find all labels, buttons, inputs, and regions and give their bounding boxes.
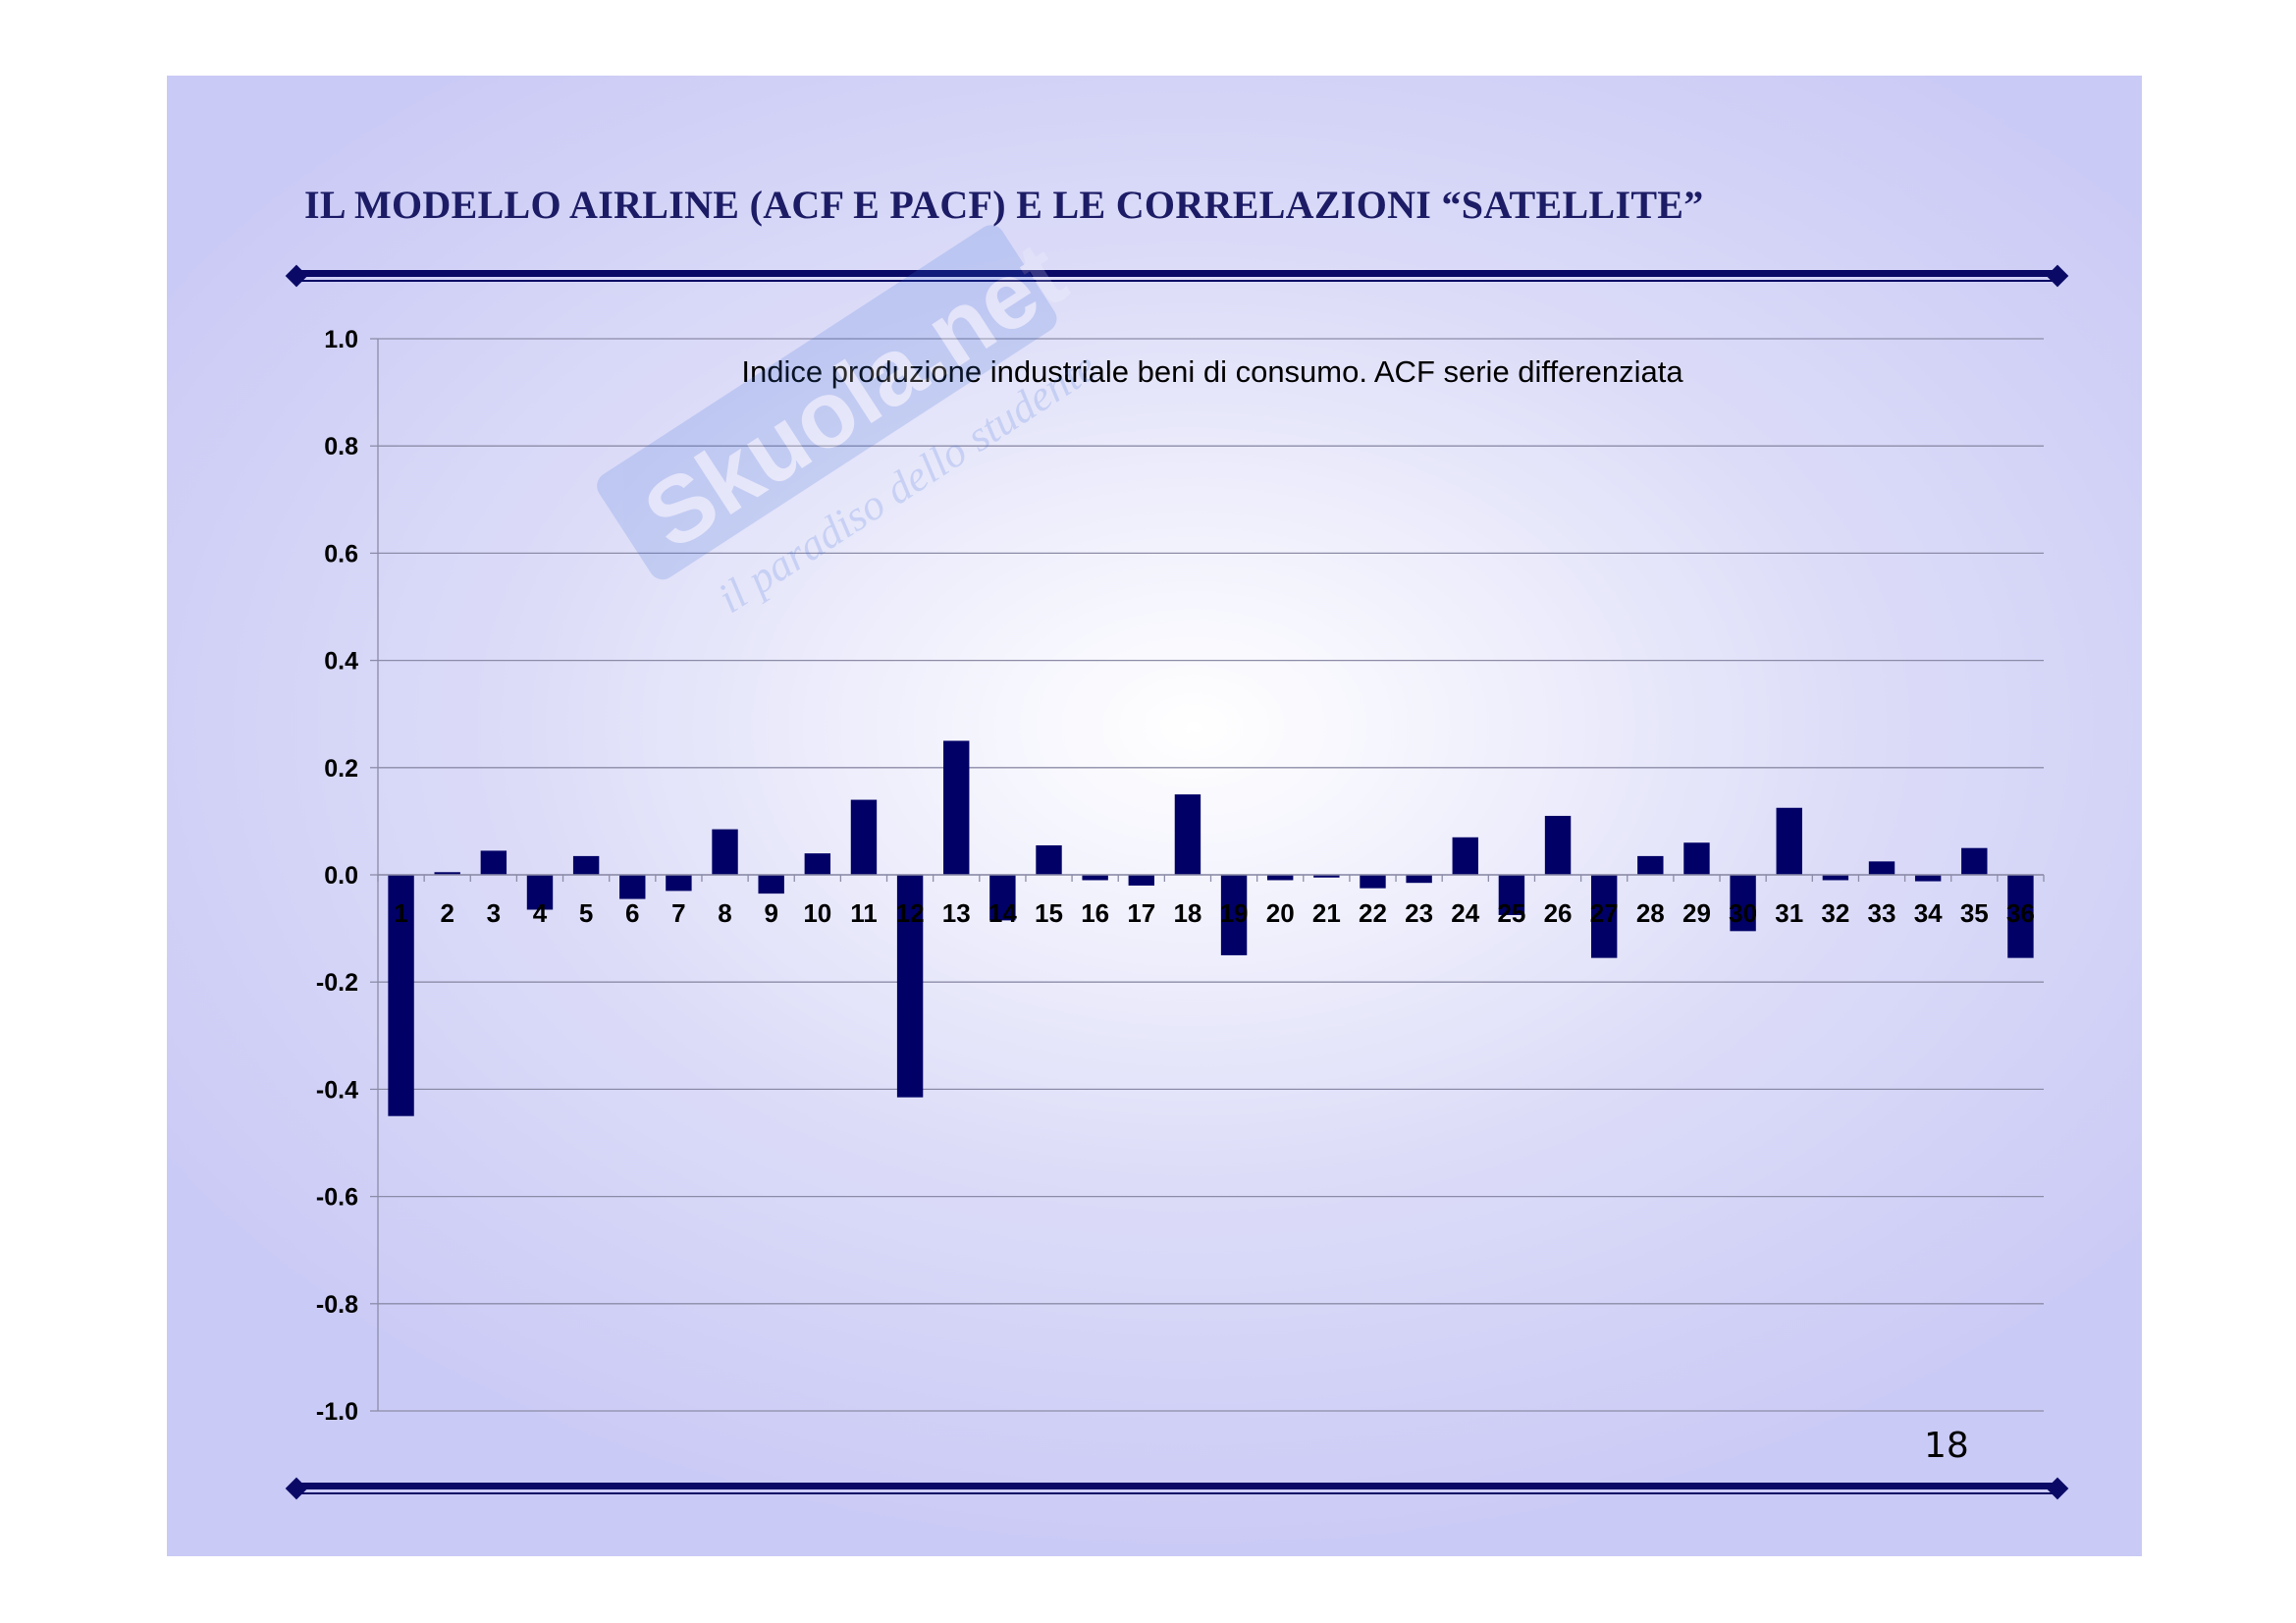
bar-lag-28 — [1637, 855, 1664, 875]
x-tick-label: 27 — [1590, 898, 1619, 928]
bar-lag-34 — [1914, 875, 1942, 882]
bar-lag-6 — [619, 875, 646, 899]
bar-lag-11 — [850, 799, 878, 875]
bar-lag-23 — [1406, 875, 1432, 884]
y-tick-label: -0.6 — [316, 1184, 358, 1212]
x-tick-label: 15 — [1035, 898, 1063, 928]
x-tick-label: 10 — [803, 898, 831, 928]
bar-lag-1 — [388, 875, 414, 1116]
bar-lag-14 — [989, 875, 1016, 921]
bar-lag-32 — [1822, 875, 1849, 881]
x-tick-label: 11 — [850, 898, 878, 928]
x-tick-label: 5 — [579, 898, 593, 928]
bar-lag-15 — [1036, 844, 1062, 875]
x-tick-label: 7 — [671, 898, 685, 928]
bar-lag-4 — [526, 875, 554, 910]
x-tick-label: 23 — [1405, 898, 1433, 928]
bar-lag-30 — [1730, 875, 1756, 932]
bar-lag-9 — [758, 875, 784, 894]
x-tick-label: 18 — [1173, 898, 1201, 928]
x-tick-label: 14 — [988, 898, 1017, 928]
y-tick-label: 0.8 — [324, 433, 358, 460]
acf-bar-chart: 1.0 0.8 0.6 0.4 0.2 0.0 -0.2 -0.4 -0.6 -0.8 -1.0 In… — [316, 326, 2045, 1426]
page-number: 18 — [1924, 1426, 1969, 1466]
bar-lag-5 — [572, 855, 600, 875]
bar-lag-13 — [943, 740, 970, 875]
x-tick-label: 32 — [1821, 898, 1849, 928]
bar-lag-19 — [1220, 875, 1248, 955]
x-tick-label: 19 — [1220, 898, 1249, 928]
bar-lag-16 — [1082, 875, 1108, 881]
bar-lag-29 — [1683, 842, 1710, 875]
x-tick-label: 33 — [1868, 898, 1896, 928]
x-tick-label: 2 — [440, 898, 454, 928]
bar-lag-7 — [666, 875, 692, 892]
x-tick-label: 26 — [1544, 898, 1573, 928]
x-tick-label: 13 — [942, 898, 971, 928]
x-tick-label: 30 — [1729, 898, 1757, 928]
bar-lag-25 — [1498, 875, 1525, 915]
y-tick-label: 0.6 — [324, 540, 358, 568]
bar-lag-35 — [1961, 847, 1988, 875]
diamond-icon — [2046, 1477, 2069, 1500]
x-tick-label: 16 — [1081, 898, 1109, 928]
x-tick-label: 29 — [1682, 898, 1711, 928]
bar-lag-22 — [1360, 875, 1386, 889]
bar-lag-31 — [1776, 807, 1802, 875]
y-tick-label: -0.2 — [316, 969, 358, 997]
bar-lag-17 — [1128, 875, 1154, 886]
x-tick-label: 21 — [1312, 898, 1341, 928]
x-tick-label: 24 — [1451, 898, 1479, 928]
diamond-icon — [285, 1477, 308, 1500]
x-tick-label: 36 — [2006, 898, 2035, 928]
y-tick-label: -0.4 — [316, 1076, 358, 1104]
x-tick-label: 12 — [896, 898, 925, 928]
chart-title: Indice produzione industriale beni di co… — [741, 354, 1683, 389]
x-tick-label: 9 — [764, 898, 777, 928]
bar-lag-36 — [2007, 875, 2034, 958]
x-tick-label: 4 — [533, 898, 548, 928]
slide-title: IL MODELLO AIRLINE (ACF E PACF) E LE COR… — [304, 183, 1704, 227]
x-tick-label: 35 — [1960, 898, 1989, 928]
x-tick-label: 1 — [394, 898, 407, 928]
y-tick-label: -0.8 — [316, 1291, 358, 1319]
bar-lag-21 — [1313, 875, 1340, 878]
x-tick-label: 28 — [1636, 898, 1665, 928]
bottom-divider — [285, 1477, 2069, 1500]
x-tick-label: 8 — [718, 898, 731, 928]
bar-lag-24 — [1452, 837, 1478, 875]
bar-lag-10 — [804, 853, 831, 875]
bar-lag-33 — [1868, 861, 1896, 875]
bar-lag-12 — [896, 875, 924, 1098]
x-tick-label: 6 — [625, 898, 639, 928]
bar-lag-26 — [1544, 815, 1572, 875]
y-tick-label: 1.0 — [324, 326, 358, 353]
x-tick-label: 34 — [1914, 898, 1943, 928]
x-tick-label: 31 — [1775, 898, 1803, 928]
bar-lag-27 — [1590, 875, 1618, 958]
x-tick-label: 3 — [487, 898, 501, 928]
bar-lag-3 — [480, 850, 507, 875]
y-tick-label: 0.0 — [324, 862, 358, 890]
top-divider — [285, 264, 2069, 288]
x-tick-label: 25 — [1497, 898, 1525, 928]
bar-lag-2 — [434, 872, 460, 875]
bar-lag-18 — [1174, 794, 1201, 875]
bar-lag-8 — [712, 829, 738, 875]
x-tick-label: 17 — [1127, 898, 1155, 928]
x-tick-label: 20 — [1266, 898, 1295, 928]
slide: IL MODELLO AIRLINE (ACF E PACF) E LE COR… — [167, 76, 2142, 1556]
y-tick-label: 0.2 — [324, 755, 358, 783]
y-tick-label: 0.4 — [324, 648, 358, 676]
x-tick-label: 22 — [1359, 898, 1387, 928]
y-tick-label: -1.0 — [316, 1398, 358, 1426]
bar-lag-20 — [1267, 875, 1294, 881]
